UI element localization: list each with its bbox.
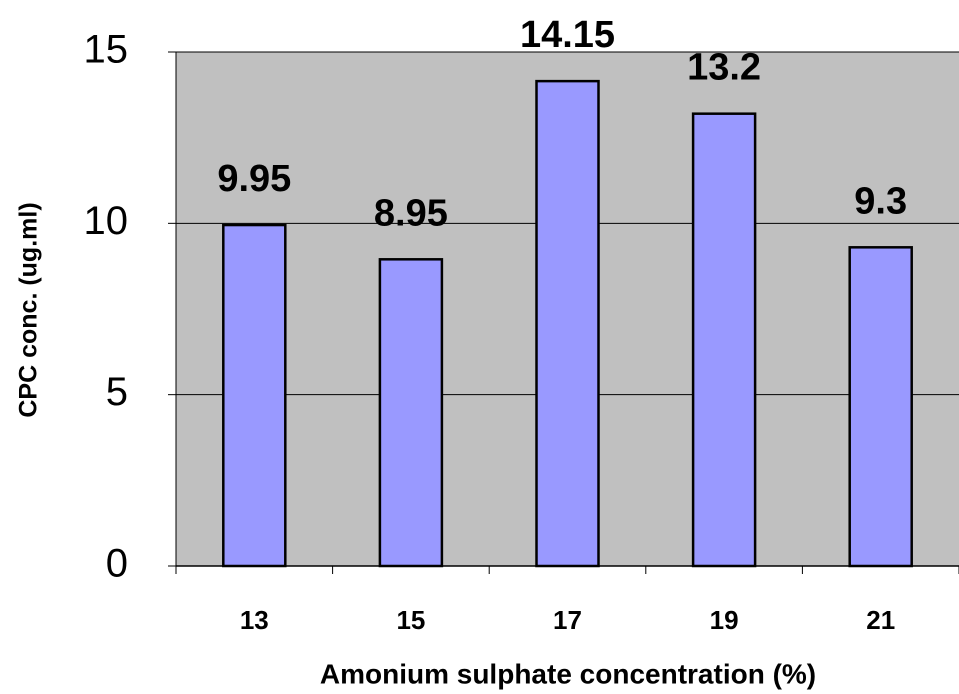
bar xyxy=(535,79,600,568)
value-label: 9.95 xyxy=(217,158,291,200)
y-axis-label: CPC conc. (ug.ml) xyxy=(15,202,43,417)
x-tick-label: 15 xyxy=(396,605,425,635)
value-label: 13.2 xyxy=(687,47,761,89)
value-label: 8.95 xyxy=(374,192,448,234)
x-tick-label: 19 xyxy=(710,605,739,635)
x-tick-label: 21 xyxy=(866,605,895,635)
y-tick-label: 10 xyxy=(84,199,129,243)
value-label: 9.3 xyxy=(854,180,907,222)
y-tick-label: 15 xyxy=(84,28,129,72)
bar xyxy=(691,112,757,568)
bar xyxy=(848,246,913,568)
value-label: 14.15 xyxy=(520,14,615,56)
bar xyxy=(378,258,444,568)
x-tick-label: 13 xyxy=(240,605,269,635)
y-tick-label: 0 xyxy=(106,542,128,586)
y-tick-label: 5 xyxy=(106,370,128,414)
x-axis-label: Amonium sulphate concentration (%) xyxy=(320,658,816,689)
bar xyxy=(222,223,287,568)
x-tick-label: 17 xyxy=(553,605,582,635)
